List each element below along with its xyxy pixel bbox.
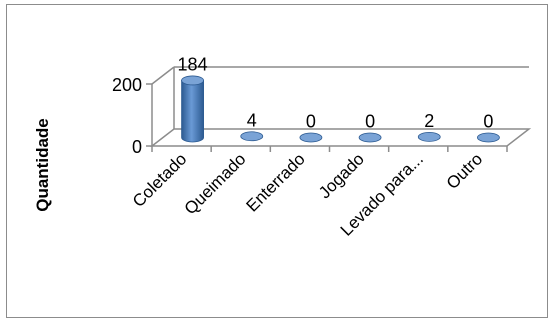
data-label: 2 bbox=[424, 111, 434, 131]
bar-top bbox=[358, 132, 382, 143]
y-tick-labels: 0 200 bbox=[112, 75, 142, 157]
bar bbox=[181, 75, 204, 143]
category-label: Enterrado bbox=[243, 149, 309, 215]
category-label: Coletado bbox=[129, 149, 191, 211]
bar bbox=[358, 132, 382, 143]
data-label: 0 bbox=[483, 112, 493, 132]
category-label: Queimado bbox=[181, 149, 250, 218]
y-axis-title: Quantidade bbox=[33, 118, 52, 212]
chart-frame bbox=[6, 4, 548, 318]
bars bbox=[181, 75, 500, 143]
y-tick-label: 200 bbox=[112, 75, 142, 95]
category-label: Jogado bbox=[315, 149, 368, 202]
data-label: 0 bbox=[365, 112, 375, 132]
gridline-diag-top bbox=[151, 66, 175, 85]
bar-top bbox=[240, 131, 264, 142]
bar bbox=[477, 132, 500, 143]
bar-body bbox=[181, 80, 204, 143]
bar-top bbox=[181, 75, 204, 86]
data-label: 4 bbox=[247, 110, 257, 130]
bar bbox=[417, 131, 441, 142]
data-labels: 184 4 0 0 2 0 bbox=[178, 54, 494, 131]
data-label: 184 bbox=[178, 54, 208, 74]
category-label: Outro bbox=[443, 149, 487, 193]
axes bbox=[146, 67, 532, 152]
bar-top bbox=[417, 131, 441, 142]
y-tick-label: 0 bbox=[132, 137, 142, 157]
bar-top bbox=[299, 132, 323, 143]
bar bbox=[299, 132, 323, 143]
gridlines bbox=[151, 66, 529, 85]
data-label: 0 bbox=[306, 112, 316, 132]
chart-floor bbox=[149, 128, 532, 147]
bar bbox=[240, 131, 264, 142]
bar-top bbox=[477, 132, 500, 143]
